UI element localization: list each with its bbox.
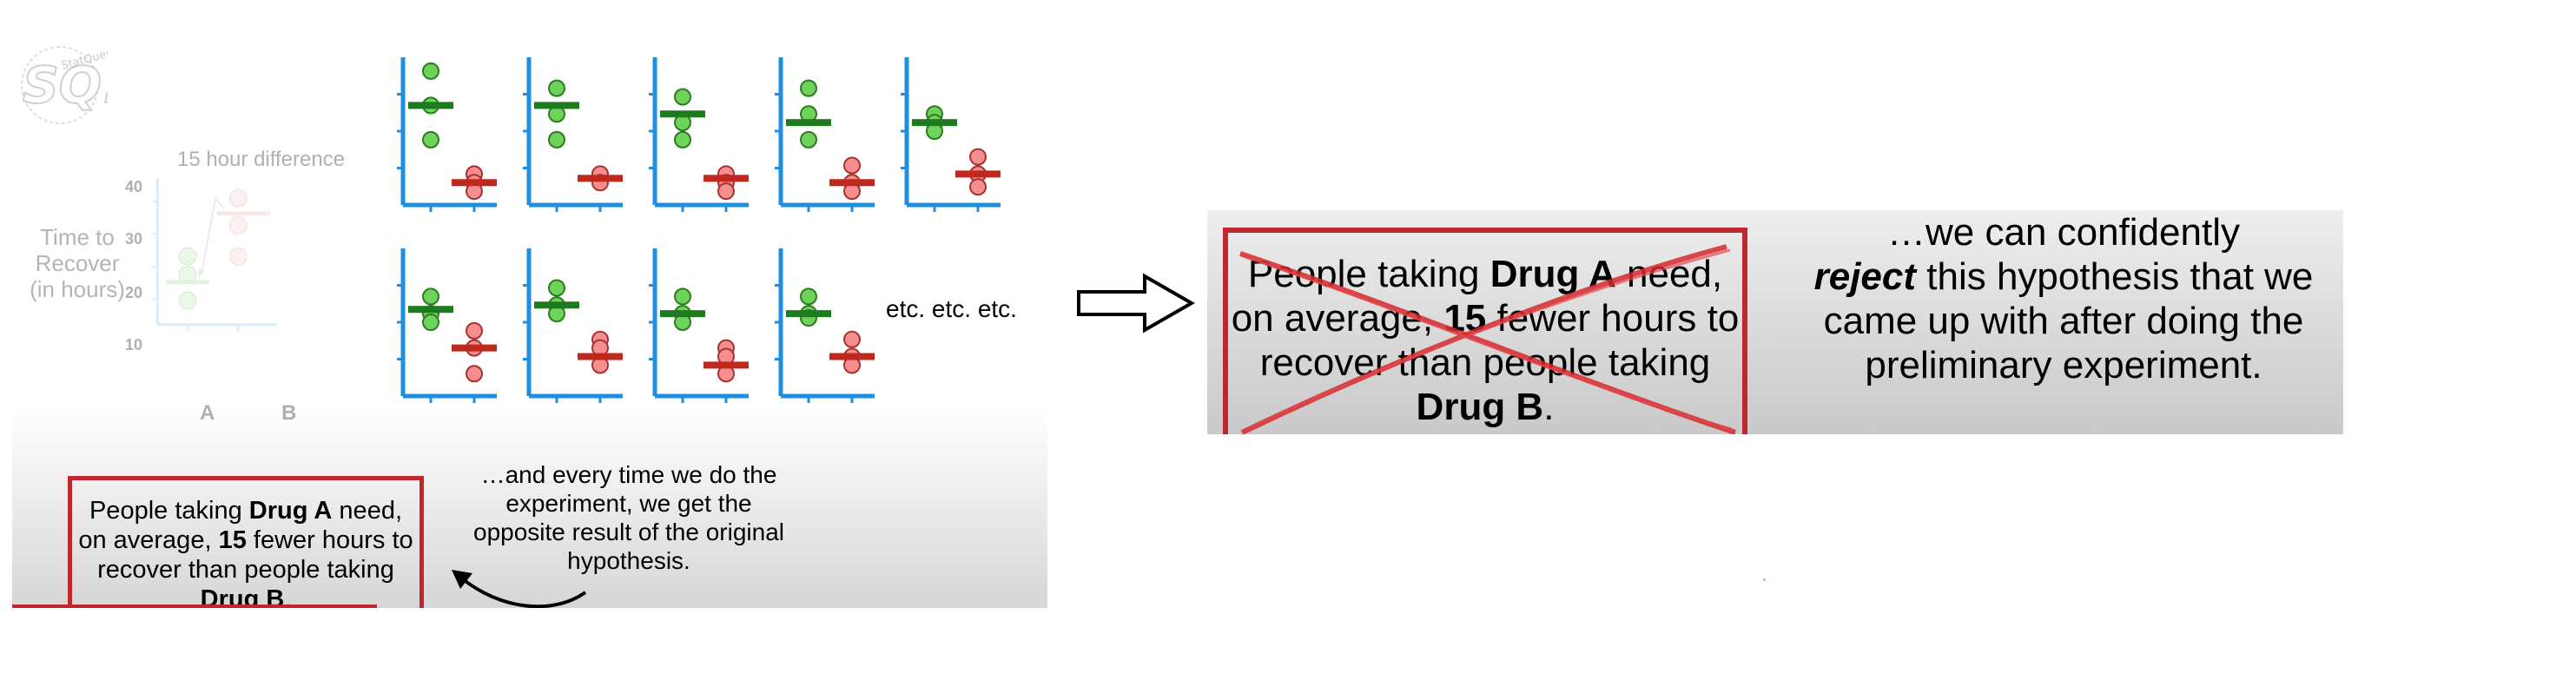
faded-y-axis-label: Time to Recover (in hours) [30,224,125,302]
hypothesis-text: People taking [89,497,249,525]
drug-b-mean-bar [578,353,623,360]
drug-a-label: Drug A [248,497,333,525]
drug-b-mean-bar [955,170,1001,178]
drug-a-mean-bar [660,110,705,118]
hypothesis-text: need, on average, [78,497,403,554]
drug-a-point [548,79,565,97]
drug-b-label: Drug B [1416,386,1544,428]
faded-diff-arrow [201,196,224,273]
drug-a-point [422,287,439,306]
right-slide: People taking Drug A need, on average, 1… [1207,210,2343,434]
hypothesis-text: . [1543,386,1555,428]
drug-b-mean-bar [703,361,749,369]
hypothesis-text: fewer hours to recover than people takin… [97,526,413,584]
drug-a-mean-bar [912,119,957,127]
hypothesis-text: People taking [1247,253,1490,295]
faded-original-plot [152,177,277,332]
drug-b-point [969,178,987,196]
reject-statement-prefix: …we can confidently [1887,211,2240,254]
drug-b-mean-bar [452,179,497,187]
drug-a-point [548,279,565,297]
mini-plot [523,248,623,403]
drug-b-mean-bar [829,179,875,187]
curved-arrow-icon [452,570,587,608]
left-slide: SQ! StatQuest Time to Recover (in hours)… [12,0,1047,608]
drug-b-point [466,321,483,340]
faded-difference-annotation: 15 hour difference [177,148,346,171]
drug-b-point [466,365,483,383]
drug-a-mean-bar [408,306,453,314]
stray-dot [1763,578,1766,581]
faded-y-tick: 30 [125,230,143,248]
left-slide-gradient [12,408,1047,608]
drug-a-point [800,130,817,149]
hours-value: 15 [218,526,247,554]
drug-a-mean-bar [660,310,705,318]
drug-a-mean-bar [534,102,579,109]
drug-a-point [800,287,817,306]
mini-plot [397,248,497,403]
drug-a-mean-bar [534,301,579,309]
svg-text:SQ!: SQ! [23,56,108,115]
drug-b-mean-bar [829,353,875,360]
drug-a-point [422,62,439,80]
drug-a-mean-bar [408,102,453,109]
drug-a-mean-bar [786,119,831,127]
hypothesis-box: People taking Drug A need, on average, 1… [68,476,424,608]
drug-a-point [674,287,691,306]
mini-plot [649,248,749,403]
drug-a-point [422,314,439,331]
mini-plot [775,248,875,403]
reject-statement-rest: this hypothesis that we came up with aft… [1823,255,2314,387]
reject-statement: …we can confidently reject this hypothes… [1812,210,2315,387]
faded-point-b [228,188,248,208]
drug-b-point [843,156,861,175]
reject-emphasis: reject [1813,255,1917,298]
hypothesis-text: . [284,585,292,608]
statquest-logo: SQ! StatQuest [21,46,108,124]
faded-mean-a [166,280,209,285]
reject-x-mark [1239,244,1736,434]
drug-b-point [969,148,987,166]
drug-b-point [843,330,861,348]
faded-x-label-a: A [200,401,215,425]
drug-b-label: Drug B [200,585,285,608]
mini-plot [901,57,1001,212]
drug-a-mean-bar [786,310,831,318]
drug-b-mean-bar [578,175,623,182]
faded-point-a [178,291,197,310]
faded-point-b [228,215,248,235]
drug-b-point [717,182,735,201]
opposite-result-note: …and every time we do the experiment, we… [473,461,784,574]
drug-a-point [422,130,439,149]
left-red-strip [12,605,377,608]
faded-mean-b [216,211,271,216]
mini-plot [523,57,623,212]
etc-text: etc. etc. etc. [886,295,1017,322]
right-arrow-icon [1077,273,1196,334]
faded-y-tick: 20 [125,284,143,301]
mini-plot [775,57,875,212]
faded-point-a [178,265,197,284]
rejected-hypothesis-box: People taking Drug A need, on average, 1… [1223,228,1747,434]
drug-a-point [674,88,691,106]
faded-y-tick: 40 [125,178,143,195]
drug-a-point [548,130,565,149]
mini-plot [649,57,749,212]
drug-a-point [674,130,691,149]
faded-point-b [228,247,248,266]
drug-b-mean-bar [452,344,497,352]
drug-a-point [800,79,817,97]
hypothesis-text: fewer hours to recover than people takin… [1259,297,1740,384]
mini-plot [397,57,497,212]
drug-b-mean-bar [703,175,749,182]
faded-y-tick: 10 [125,336,143,354]
faded-x-label-b: B [281,401,297,425]
faded-point-a [178,247,197,266]
